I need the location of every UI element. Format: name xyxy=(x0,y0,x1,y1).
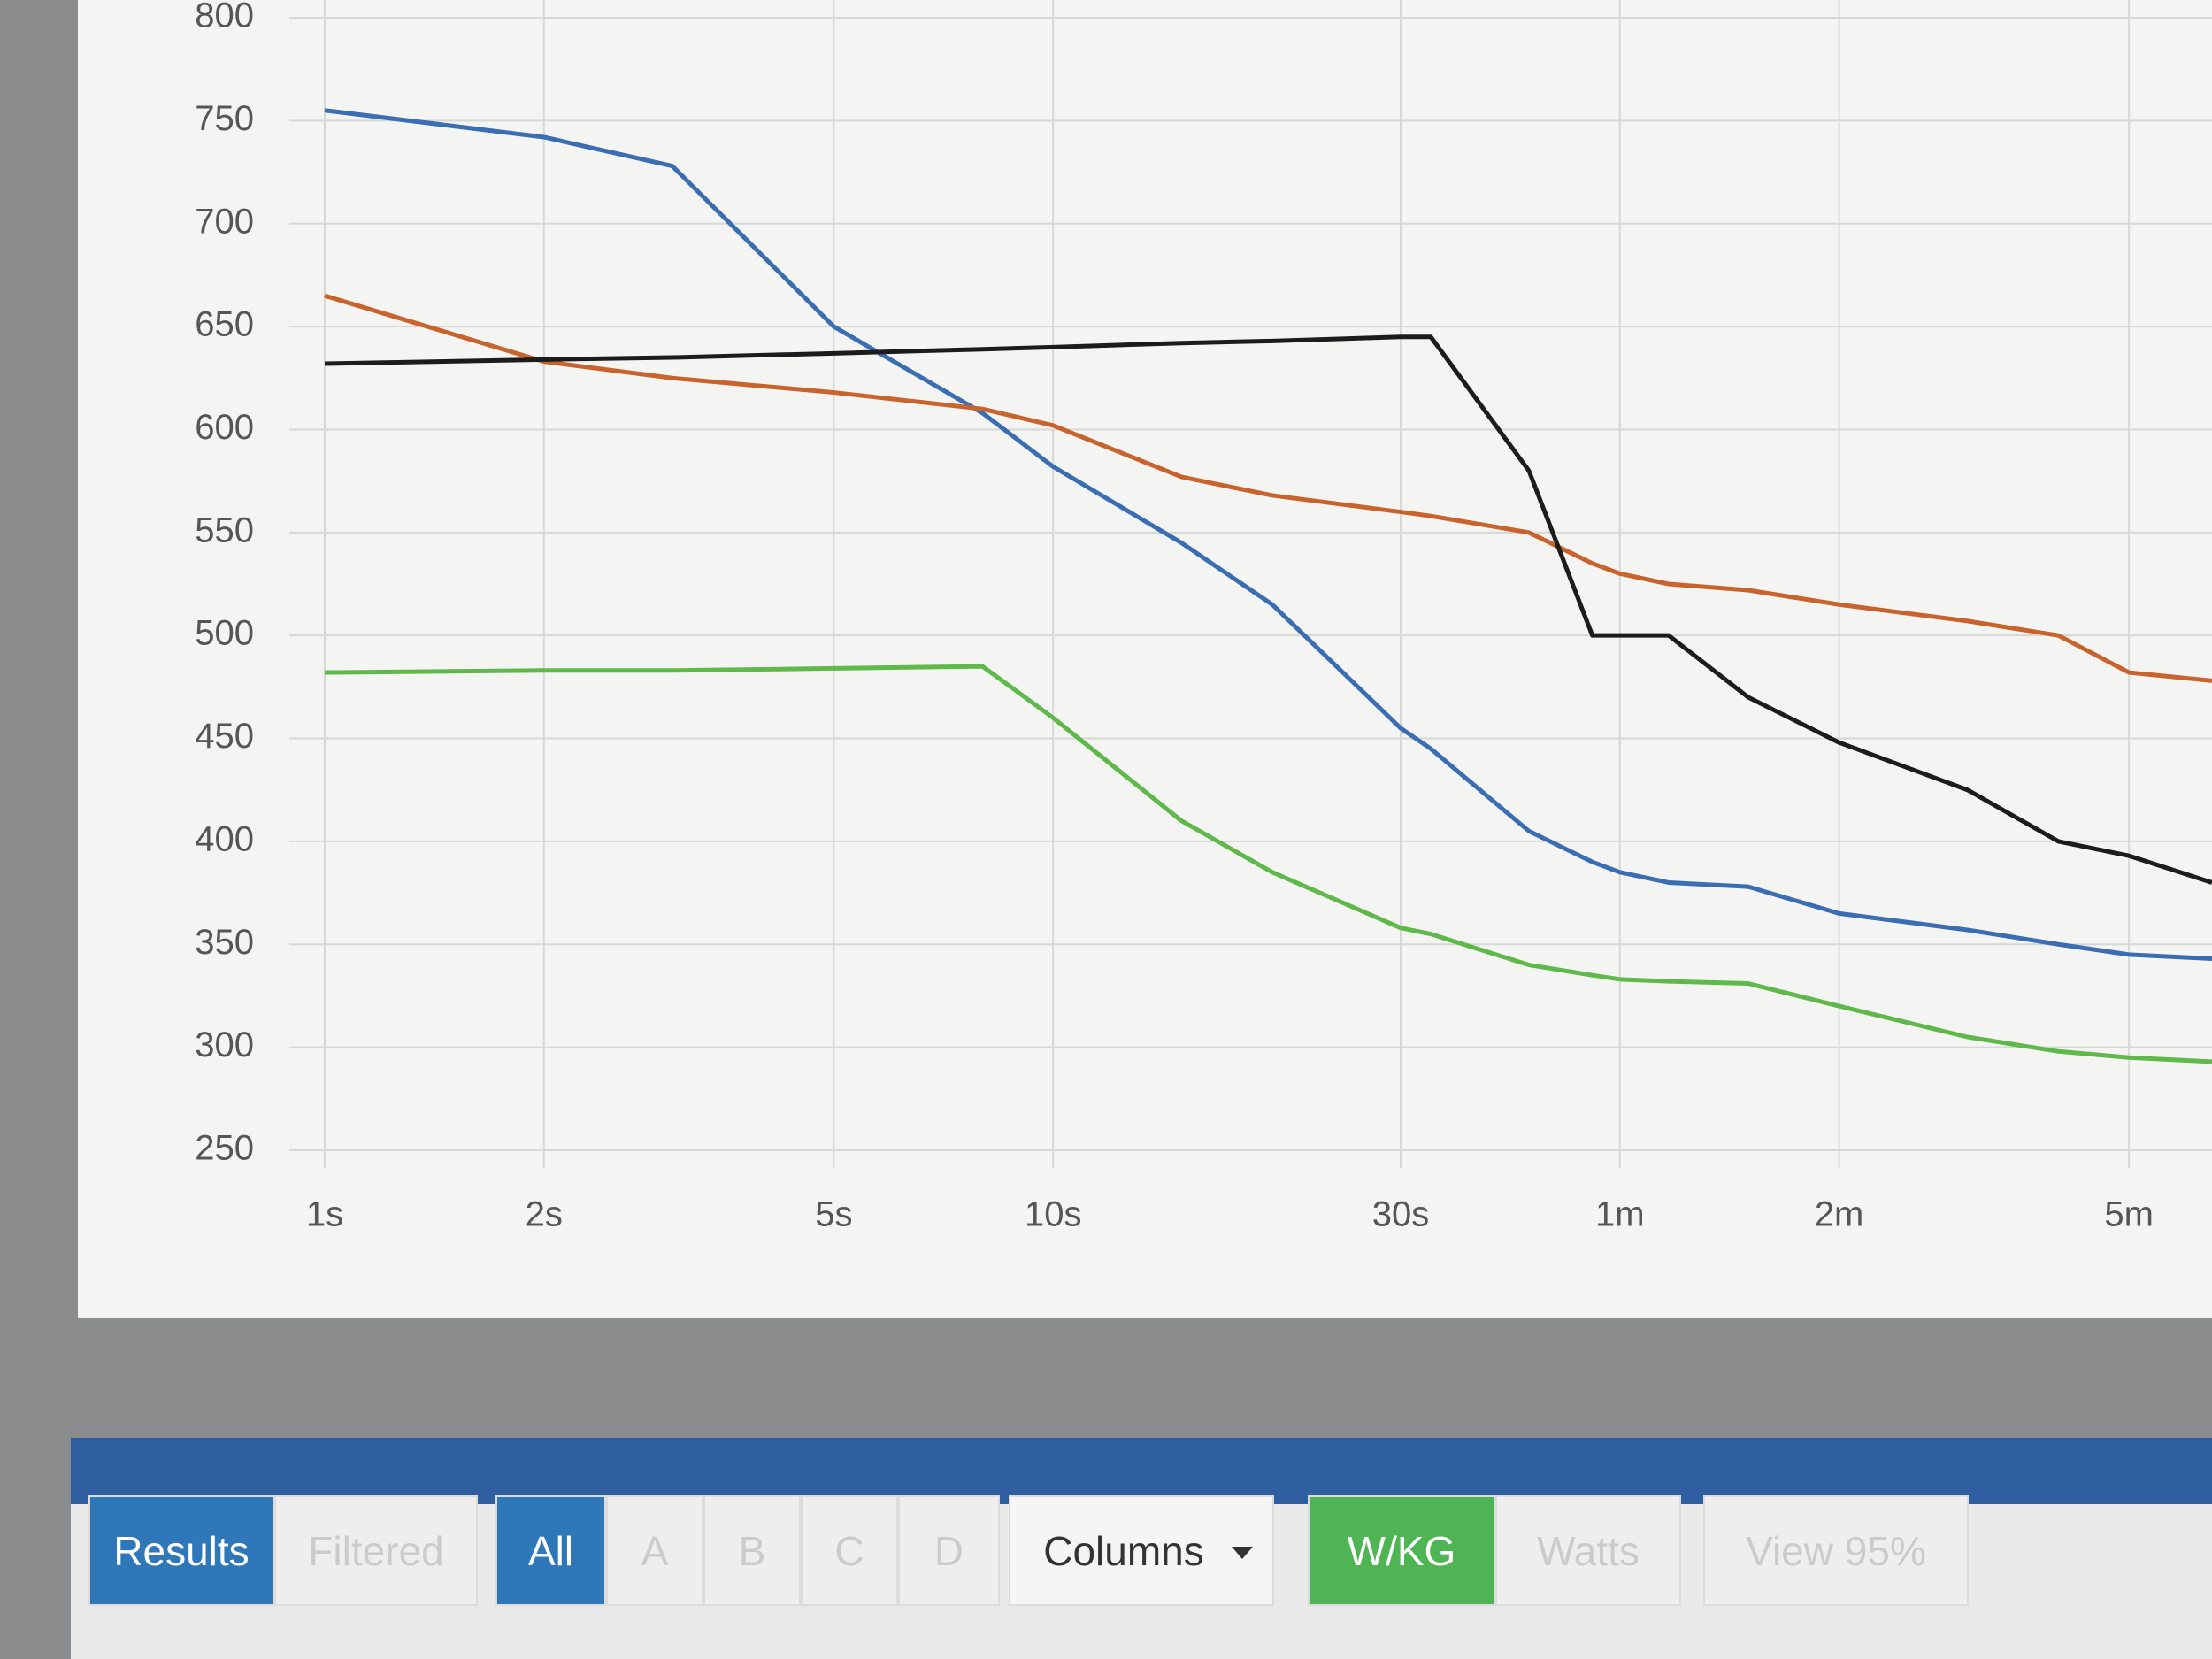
series-line xyxy=(324,334,2212,885)
chart: 250 300 350 400 450 500 550 600 650 700 750 800 1s 2s… xyxy=(195,0,2212,1234)
series-line xyxy=(324,293,2212,683)
button[interactable]: All xyxy=(495,1495,606,1606)
y-tick-label: 650 xyxy=(195,305,254,344)
y-tick-label: 400 xyxy=(195,819,254,858)
button[interactable]: A xyxy=(606,1495,703,1606)
y-tick-label: 550 xyxy=(195,511,254,549)
button[interactable]: Watts xyxy=(1495,1495,1681,1606)
x-tick-label: 2s xyxy=(526,1195,563,1234)
x-tick-label: 1s xyxy=(306,1195,343,1234)
y-tick-label: 800 xyxy=(195,0,254,35)
y-tick-label: 500 xyxy=(195,614,254,653)
y-tick-label: 700 xyxy=(195,202,254,241)
x-tick-label: 2m xyxy=(1815,1195,1864,1234)
x-tick-label: 1m xyxy=(1595,1195,1645,1234)
chart-panel xyxy=(78,0,2212,1318)
y-tick-label: 600 xyxy=(195,408,254,447)
button[interactable]: C xyxy=(801,1495,898,1606)
button[interactable]: D xyxy=(898,1495,1000,1606)
y-tick-label: 750 xyxy=(195,99,254,138)
y-tick-label: 350 xyxy=(195,923,254,962)
x-tick-label: 10s xyxy=(1025,1195,1082,1234)
button[interactable]: View 95% xyxy=(1703,1495,1969,1606)
button[interactable]: Columns xyxy=(1009,1495,1274,1606)
caret xyxy=(1232,1547,1253,1559)
y-tick-label: 250 xyxy=(195,1129,254,1168)
button[interactable]: Results xyxy=(88,1495,274,1606)
x-tick-label: 5s xyxy=(815,1195,852,1234)
y-tick-label: 300 xyxy=(195,1025,254,1064)
series-line xyxy=(324,108,2212,962)
button[interactable]: B xyxy=(703,1495,801,1606)
button[interactable]: Filtered xyxy=(274,1495,478,1606)
button[interactable]: W/KG xyxy=(1308,1495,1495,1606)
button-label: Columns xyxy=(1043,1527,1204,1574)
x-tick-label: 5m xyxy=(2104,1195,2154,1234)
y-tick-label: 450 xyxy=(195,717,254,756)
x-tick-label: 30s xyxy=(1372,1195,1430,1234)
series-line xyxy=(324,664,2212,1064)
